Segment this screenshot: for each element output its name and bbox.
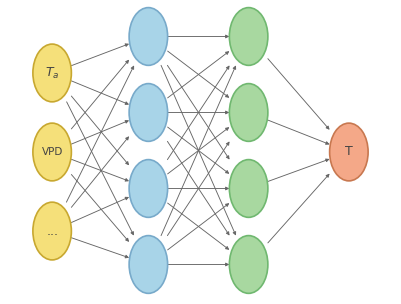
Ellipse shape [129,160,168,217]
Ellipse shape [229,160,268,217]
Text: $T_a$: $T_a$ [45,65,59,81]
Ellipse shape [229,84,268,141]
Text: T: T [345,146,353,158]
Ellipse shape [229,8,268,65]
Ellipse shape [330,123,368,181]
Ellipse shape [229,236,268,293]
Ellipse shape [33,44,71,102]
Text: ...: ... [46,225,58,237]
Text: VPD: VPD [41,147,63,157]
Ellipse shape [129,8,168,65]
Ellipse shape [33,123,71,181]
Ellipse shape [129,84,168,141]
Ellipse shape [33,202,71,260]
Ellipse shape [129,236,168,293]
